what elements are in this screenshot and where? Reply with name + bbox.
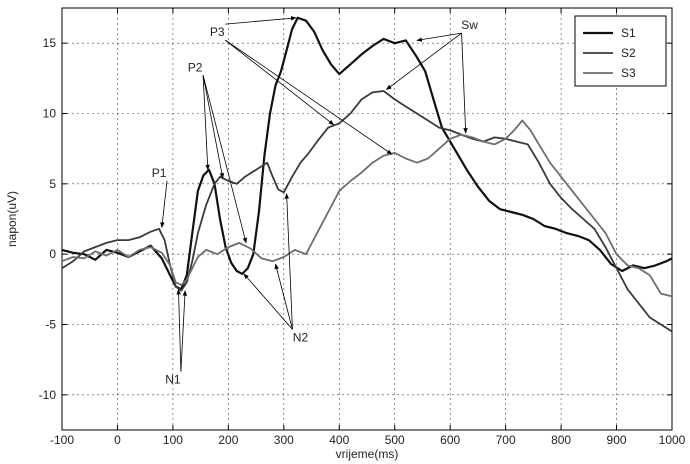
legend-label-s3: S3 — [621, 66, 636, 80]
series-lines — [61, 16, 673, 333]
x-tick-label: 400 — [329, 433, 349, 447]
x-tick-label: 700 — [496, 433, 516, 447]
annotation-label-p2: P2 — [188, 60, 203, 74]
annotation-arrow — [225, 16, 297, 25]
legend-box — [574, 15, 667, 87]
annotation-arrow — [461, 33, 468, 134]
annotation-arrow — [385, 32, 462, 90]
annotation-arrow — [160, 180, 168, 228]
x-tick-label: 0 — [114, 433, 121, 447]
annotation-arrow — [243, 273, 293, 330]
x-tick-label: 500 — [385, 433, 405, 447]
annotation-label-n2: N2 — [293, 330, 309, 344]
x-tick-label: 200 — [218, 433, 238, 447]
annotation-arrow — [180, 290, 188, 372]
annotations: P1 P2 P3 Sw N1 N2 — [152, 16, 478, 387]
x-tick-label: 600 — [440, 433, 460, 447]
annotation-label-p3: P3 — [210, 25, 225, 39]
axis-ticks: -100 0 100 200 300 400 500 600 700 800 900 1000-10-… — [39, 8, 686, 447]
x-tick-label: 800 — [551, 433, 571, 447]
x-tick-label: 300 — [274, 433, 294, 447]
annotation-arrow — [225, 39, 335, 126]
plot-area-frame — [61, 7, 673, 431]
annotation-arrow — [274, 263, 293, 330]
y-axis-label: napon(uV) — [5, 191, 19, 247]
legend-label-s1: S1 — [621, 26, 636, 40]
y-tick-label: -10 — [39, 388, 57, 402]
annotation-arrow — [416, 32, 462, 42]
y-tick-label: 5 — [49, 177, 56, 191]
x-tick-label: -100 — [50, 433, 74, 447]
annotation-arrow — [202, 75, 248, 244]
annotation-label-n1: N1 — [165, 373, 181, 387]
annotation-label-sw: Sw — [461, 18, 478, 32]
x-tick-label: 900 — [607, 433, 627, 447]
series-line-s2 — [61, 90, 673, 333]
y-tick-label: 0 — [49, 247, 56, 261]
legend: S1 S2 S3 — [574, 15, 667, 87]
y-tick-label: 15 — [43, 36, 57, 50]
annotation-arrow — [225, 39, 393, 155]
y-tick-label: -5 — [45, 318, 56, 332]
annotation-label-p1: P1 — [152, 166, 167, 180]
annotation-arrow — [202, 75, 225, 179]
annotation-arrow — [176, 288, 182, 372]
y-tick-label: 10 — [43, 107, 57, 121]
series-line-s3 — [61, 119, 673, 298]
annotation-arrow — [284, 193, 293, 330]
x-axis-label: vrijeme(ms) — [336, 447, 399, 461]
x-tick-label: 100 — [163, 433, 183, 447]
legend-label-s2: S2 — [621, 46, 636, 60]
annotation-arrow — [202, 75, 210, 171]
x-tick-label: 1000 — [659, 433, 686, 447]
